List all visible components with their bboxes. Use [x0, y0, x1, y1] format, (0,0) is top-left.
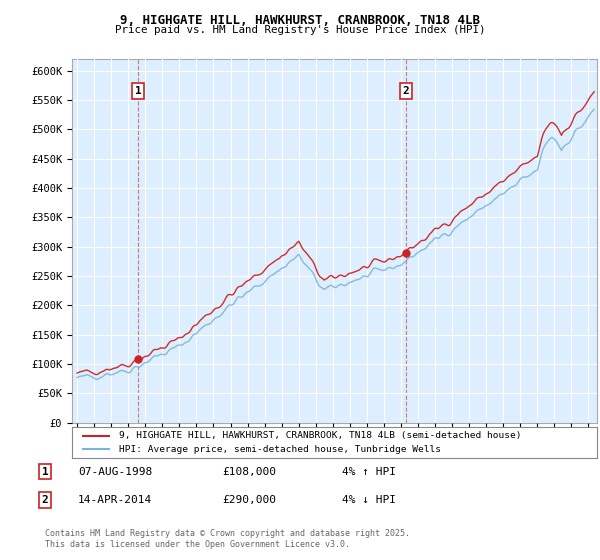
Text: 1: 1	[135, 86, 142, 96]
Text: 9, HIGHGATE HILL, HAWKHURST, CRANBROOK, TN18 4LB (semi-detached house): 9, HIGHGATE HILL, HAWKHURST, CRANBROOK, …	[119, 431, 522, 440]
Text: 2: 2	[41, 495, 49, 505]
Text: Price paid vs. HM Land Registry's House Price Index (HPI): Price paid vs. HM Land Registry's House …	[115, 25, 485, 35]
Point	[133, 355, 143, 364]
Text: 9, HIGHGATE HILL, HAWKHURST, CRANBROOK, TN18 4LB: 9, HIGHGATE HILL, HAWKHURST, CRANBROOK, …	[120, 14, 480, 27]
Text: 4% ↓ HPI: 4% ↓ HPI	[342, 495, 396, 505]
Text: Contains HM Land Registry data © Crown copyright and database right 2025.
This d: Contains HM Land Registry data © Crown c…	[45, 529, 410, 549]
Text: £108,000: £108,000	[222, 466, 276, 477]
Text: HPI: Average price, semi-detached house, Tunbridge Wells: HPI: Average price, semi-detached house,…	[119, 445, 441, 454]
Text: 07-AUG-1998: 07-AUG-1998	[78, 466, 152, 477]
Text: 14-APR-2014: 14-APR-2014	[78, 495, 152, 505]
Point	[401, 248, 410, 257]
Text: 4% ↑ HPI: 4% ↑ HPI	[342, 466, 396, 477]
Text: 1: 1	[41, 466, 49, 477]
Text: 2: 2	[403, 86, 409, 96]
Text: £290,000: £290,000	[222, 495, 276, 505]
